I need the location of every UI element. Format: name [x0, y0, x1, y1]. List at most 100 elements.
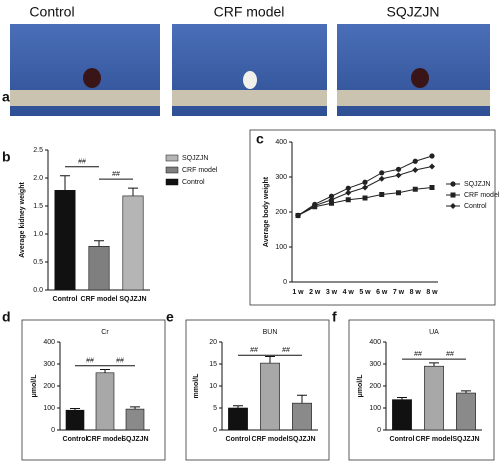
- chart-title: BUN: [263, 329, 278, 336]
- point: [412, 158, 418, 164]
- x-tick-label: 1 w: [292, 289, 304, 296]
- photo: [337, 24, 490, 116]
- panel-frame: [185, 319, 330, 461]
- x-tick-label: 4 w: [343, 289, 355, 296]
- x-tick-label: Control: [390, 436, 415, 443]
- x-tick-label: 7 w: [393, 289, 405, 296]
- bar: [260, 362, 280, 431]
- photo-label: Control: [29, 4, 74, 20]
- bar: [392, 399, 412, 431]
- photo: [172, 24, 327, 116]
- legend-marker: [450, 181, 456, 187]
- x-tick-label: 2 w: [309, 289, 321, 296]
- x-tick-label: CRF model: [416, 436, 453, 443]
- point: [379, 192, 385, 197]
- point: [429, 163, 435, 170]
- y-tick-label: 0.0: [33, 287, 43, 294]
- y-tick-label: 0.5: [33, 259, 43, 266]
- panel-frame: [348, 319, 495, 461]
- point: [429, 185, 435, 190]
- photo-label: CRF model: [214, 4, 285, 20]
- legend-marker: [450, 192, 456, 198]
- point: [328, 196, 335, 203]
- significance-label: ##: [86, 358, 94, 365]
- y-tick-label: 100: [275, 244, 287, 251]
- bar: [122, 195, 144, 291]
- x-tick-label: Control: [226, 436, 251, 443]
- y-tick-label: 2.5: [33, 147, 43, 154]
- y-tick-label: 400: [275, 139, 287, 146]
- x-tick-label: CRF model: [87, 436, 124, 443]
- y-tick-label: 5: [213, 405, 217, 412]
- x-tick-label: Control: [63, 436, 88, 443]
- point: [362, 195, 368, 201]
- error-bar: [397, 396, 407, 400]
- y-tick-label: 200: [43, 383, 55, 390]
- y-tick-label: 100: [43, 405, 55, 412]
- y-tick-label: 0: [377, 427, 381, 434]
- legend-label: SQJZJN: [464, 181, 490, 188]
- error-bar: [429, 362, 439, 367]
- panel-label: a: [2, 89, 10, 105]
- point: [345, 197, 351, 203]
- y-tick-label: 10: [209, 383, 217, 390]
- panel-frame: [249, 129, 496, 306]
- chart-title: Cr: [101, 329, 109, 336]
- point: [329, 200, 334, 206]
- y-axis-label: Average body weight: [263, 176, 270, 247]
- legend-label: Control: [182, 179, 205, 186]
- point: [328, 193, 335, 199]
- y-axis-label: μmol/L: [31, 374, 38, 398]
- photo: [10, 24, 160, 116]
- error-bar: [233, 405, 243, 408]
- significance-label: ##: [446, 351, 454, 358]
- y-tick-label: 400: [369, 339, 381, 346]
- panel-label: b: [2, 149, 11, 165]
- x-tick-label: 6 w: [376, 289, 388, 296]
- y-tick-label: 0: [283, 279, 287, 286]
- significance-label: ##: [414, 351, 422, 358]
- bar: [456, 392, 476, 431]
- x-tick-label: 8 w: [426, 289, 438, 296]
- y-tick-label: 0: [213, 427, 217, 434]
- point: [345, 189, 352, 196]
- y-tick-label: 300: [275, 174, 287, 181]
- significance-label: ##: [78, 159, 86, 166]
- significance-label: ##: [112, 171, 120, 178]
- panel-label: f: [332, 309, 337, 325]
- point: [429, 153, 435, 159]
- y-tick-label: 100: [369, 405, 381, 412]
- y-tick-label: 200: [275, 209, 287, 216]
- significance-label: ##: [282, 347, 290, 354]
- bar: [125, 408, 145, 431]
- y-tick-label: 400: [43, 339, 55, 346]
- x-tick-label: SQJZJN: [452, 436, 479, 443]
- panel-frame: [21, 319, 166, 461]
- y-tick-label: 1.5: [33, 203, 43, 210]
- error-bar: [297, 394, 307, 404]
- point: [311, 202, 318, 209]
- legend-label: SQJZJN: [182, 155, 208, 162]
- photo-panel: a Control CRF model SQJZJN: [2, 4, 490, 116]
- error-bar: [128, 187, 138, 196]
- panel-label: e: [166, 309, 174, 325]
- y-tick-label: 20: [209, 339, 217, 346]
- legend-label: CRF model: [464, 192, 500, 199]
- x-tick-label: 3 w: [326, 289, 338, 296]
- significance-label: ##: [250, 347, 258, 354]
- error-bar: [100, 369, 110, 373]
- x-tick-label: SQJZJN: [288, 436, 315, 443]
- x-tick-label: SQJZJN: [121, 436, 148, 443]
- legend-swatch: [165, 178, 179, 186]
- legend-label: Control: [464, 203, 487, 210]
- panel-label: c: [256, 131, 264, 147]
- point: [362, 184, 368, 191]
- error-bar: [461, 390, 471, 394]
- series-line: [297, 166, 433, 216]
- bar: [424, 365, 444, 431]
- legend-swatch: [165, 166, 179, 174]
- bar: [54, 190, 76, 291]
- y-tick-label: 0: [51, 427, 55, 434]
